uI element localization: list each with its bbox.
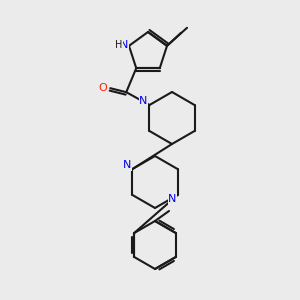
Text: O: O — [99, 83, 108, 93]
Text: N: N — [168, 194, 177, 204]
Text: N: N — [123, 160, 132, 170]
Text: N: N — [120, 40, 128, 50]
Text: N: N — [139, 96, 148, 106]
Text: H: H — [115, 40, 123, 50]
